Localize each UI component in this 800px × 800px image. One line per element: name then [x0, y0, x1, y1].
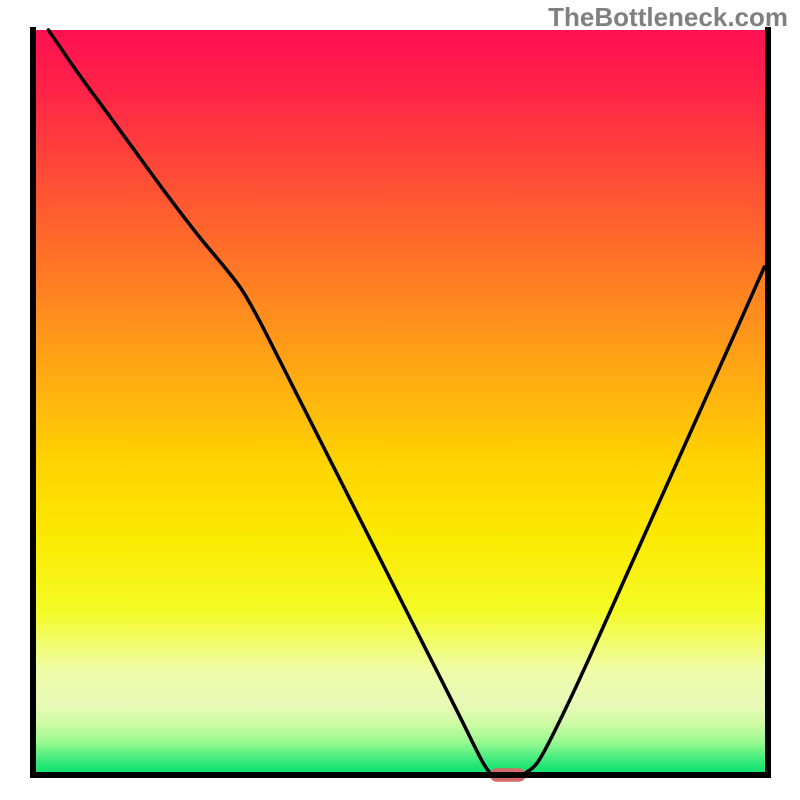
bottleneck-curve-chart: TheBottleneck.com	[0, 0, 800, 800]
chart-background	[33, 30, 768, 775]
watermark-text: TheBottleneck.com	[548, 2, 788, 32]
chart-container: TheBottleneck.com	[0, 0, 800, 800]
